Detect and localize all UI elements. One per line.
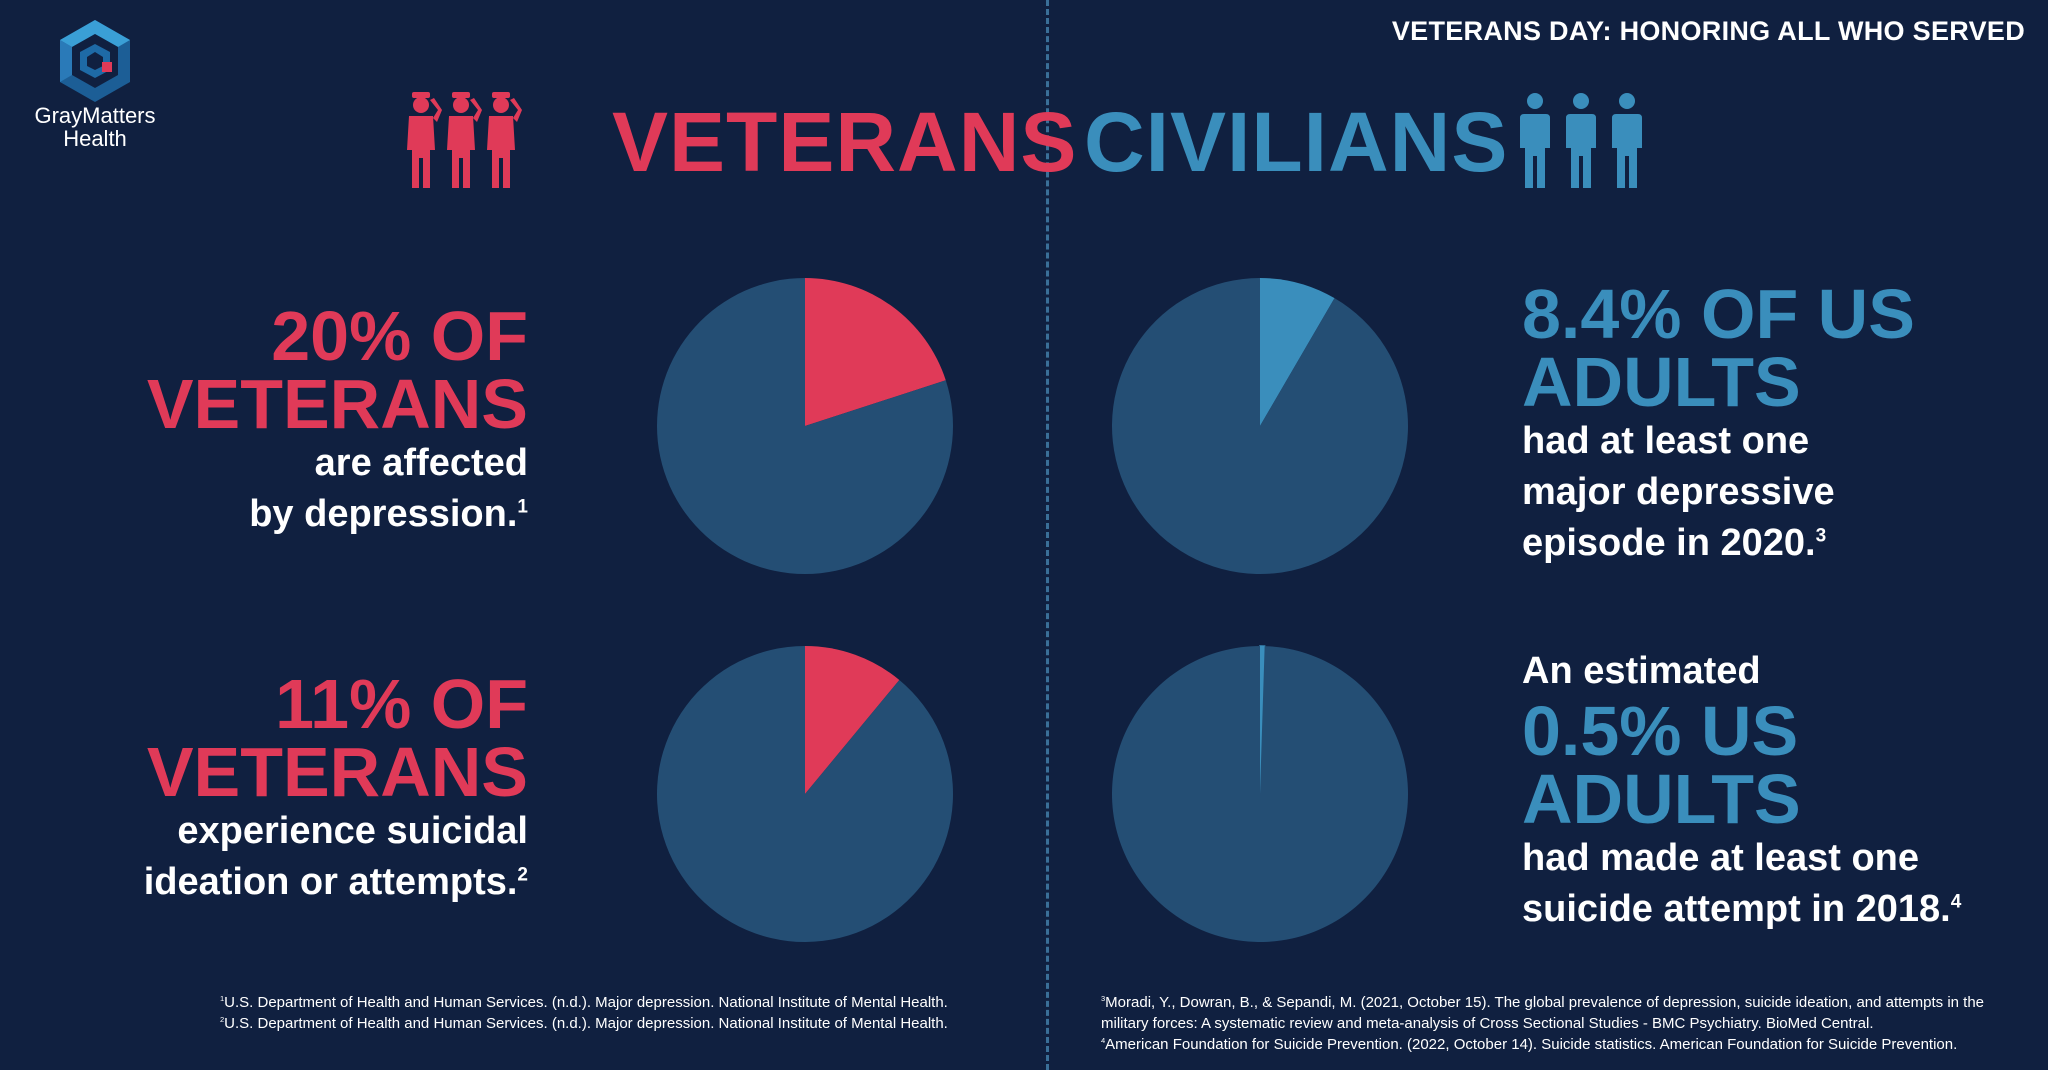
veterans-depression-stat: 20% OF VETERANS are affected by depressi… xyxy=(146,297,528,540)
footnote: 1U.S. Department of Health and Human Ser… xyxy=(220,994,948,1011)
stat-headline: 0.5% US xyxy=(1522,692,1799,770)
pie-chart-civilians-depression xyxy=(1112,278,1408,574)
stat-headline: ADULTS xyxy=(1522,343,1801,421)
stat-headline: 11% OF xyxy=(275,665,528,743)
footnote-ref: 1 xyxy=(517,496,528,518)
footnote-ref: 2 xyxy=(517,864,528,886)
center-divider xyxy=(1046,0,1049,1070)
pie-chart-veterans-depression xyxy=(657,278,953,574)
footnote-ref: 3 xyxy=(1815,525,1827,547)
civilians-heading: CIVILIANS xyxy=(1084,95,1509,189)
footnote-ref: 4 xyxy=(1950,891,1962,913)
civilians-suicide-stat: An estimated 0.5% US ADULTS had made at … xyxy=(1522,646,1961,935)
stat-description-last: suicide attempt in 2018.4 xyxy=(1522,888,1962,930)
pie-slice-highlight xyxy=(1260,278,1335,426)
stat-description-last: by depression.1 xyxy=(249,493,528,535)
stat-headline: 20% OF xyxy=(271,297,528,375)
civilians-depression-stat: 8.4% OF US ADULTS had at least one major… xyxy=(1522,275,1915,569)
footnote: 4American Foundation for Suicide Prevent… xyxy=(1101,1036,1958,1053)
stat-headline: ADULTS xyxy=(1522,760,1801,838)
pie-slice-highlight xyxy=(805,278,946,426)
stat-description: had made at least one xyxy=(1522,837,1920,879)
pie-slice-remainder xyxy=(657,278,953,574)
graymatters-logo-icon xyxy=(60,20,130,102)
logo: GrayMatters Health xyxy=(30,18,160,150)
pie-slice-highlight xyxy=(1259,645,1266,795)
stat-description-last: ideation or attempts.2 xyxy=(143,861,528,903)
saluting-soldiers-icon xyxy=(407,92,522,188)
logo-text-line2: Health xyxy=(63,126,127,151)
pie-slice-remainder xyxy=(1112,278,1408,574)
footnotes-left: 1U.S. Department of Health and Human Ser… xyxy=(220,992,980,1034)
people-icon xyxy=(1520,93,1642,188)
pie-chart-civilians-suicide xyxy=(1112,645,1408,942)
pie-slice-remainder xyxy=(657,646,953,942)
footnotes-right: 3Moradi, Y., Dowran, B., & Sepandi, M. (… xyxy=(1101,992,2021,1055)
logo-text-line1: GrayMatters xyxy=(34,103,156,128)
page-banner: VETERANS DAY: HONORING ALL WHO SERVED xyxy=(1391,16,2025,46)
pie-chart-veterans-suicide xyxy=(657,646,953,942)
stat-headline: 8.4% OF US xyxy=(1522,275,1915,353)
stat-description-last: episode in 2020.3 xyxy=(1522,522,1827,564)
pie-slice-remainder xyxy=(1112,646,1408,942)
pie-slice-highlight xyxy=(805,646,900,794)
stat-description: major depressive xyxy=(1522,471,1835,513)
stat-intro: An estimated xyxy=(1522,650,1761,692)
stat-description: had at least one xyxy=(1522,420,1810,462)
footnote: 2U.S. Department of Health and Human Ser… xyxy=(220,1015,948,1032)
veterans-heading: VETERANS xyxy=(612,95,1078,189)
footnote: 3Moradi, Y., Dowran, B., & Sepandi, M. (… xyxy=(1101,994,1985,1032)
veterans-suicide-stat: 11% OF VETERANS experience suicidal idea… xyxy=(143,665,528,908)
stat-headline: VETERANS xyxy=(146,733,528,811)
stat-headline: VETERANS xyxy=(146,365,528,443)
stat-description: experience suicidal xyxy=(177,810,528,852)
stat-description: are affected xyxy=(314,442,528,484)
